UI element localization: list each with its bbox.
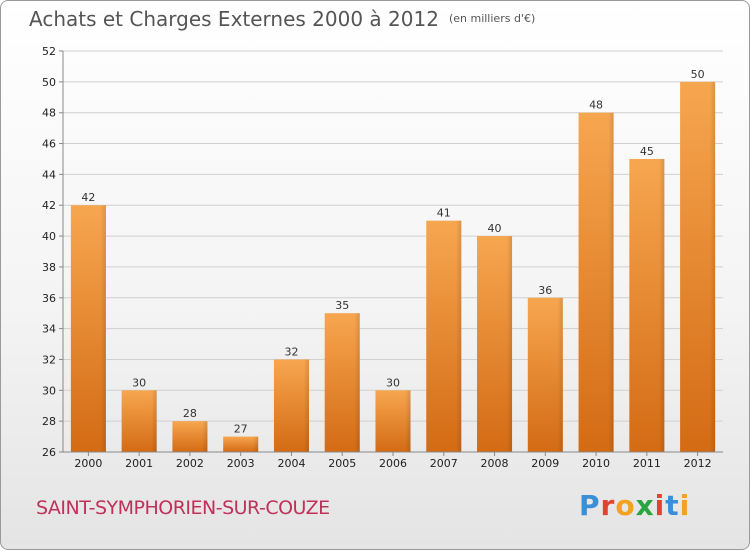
bar-shade — [70, 205, 106, 452]
bar-shade — [578, 112, 614, 452]
y-tick-label: 38 — [42, 261, 56, 274]
data-label: 41 — [437, 207, 451, 220]
data-label: 48 — [589, 99, 603, 112]
logo-letter: x — [635, 489, 655, 522]
y-tick-label: 46 — [42, 138, 56, 151]
data-label: 28 — [183, 407, 197, 420]
y-tick-label: 30 — [42, 384, 56, 397]
logo-letter: P — [579, 489, 601, 522]
logo-letter: i — [654, 489, 666, 522]
y-tick-label: 28 — [42, 415, 56, 428]
x-tick-label: 2005 — [328, 457, 356, 470]
x-tick-label: 2008 — [481, 457, 509, 470]
logo-letter: t — [665, 489, 680, 522]
data-label: 45 — [640, 145, 654, 158]
data-label: 50 — [691, 68, 705, 81]
x-tick-label: 2007 — [430, 457, 458, 470]
bar-shade — [527, 297, 563, 452]
x-tick-label: 2006 — [379, 457, 407, 470]
chart-title-text: Achats et Charges Externes 2000 à 2012 — [29, 7, 439, 31]
bar-shade — [223, 436, 259, 452]
y-tick-label: 52 — [42, 45, 56, 58]
y-tick-label: 26 — [42, 446, 56, 459]
y-tick-label: 44 — [42, 168, 56, 181]
y-tick-label: 42 — [42, 199, 56, 212]
x-tick-label: 2001 — [125, 457, 153, 470]
data-label: 40 — [488, 222, 502, 235]
logo-letter: r — [600, 489, 616, 522]
data-label: 35 — [335, 299, 349, 312]
bar-shade — [172, 421, 208, 452]
proxiti-logo[interactable]: Proxiti — [579, 489, 690, 522]
bar-shade — [680, 81, 716, 452]
data-label: 30 — [132, 376, 146, 389]
chart-title: Achats et Charges Externes 2000 à 2012 (e… — [29, 7, 535, 31]
y-tick-label: 50 — [42, 76, 56, 89]
y-tick-label: 32 — [42, 353, 56, 366]
commune-name: SAINT-SYMPHORIEN-SUR-COUZE — [36, 497, 330, 519]
data-label: 42 — [81, 191, 95, 204]
bar-shade — [273, 359, 309, 452]
data-label: 32 — [284, 345, 298, 358]
labels-layer: 42 2000 30 2001 28 2002 27 2003 32 2004 35 2005 30 20… — [74, 68, 711, 470]
data-label: 30 — [386, 376, 400, 389]
bar-shade — [477, 236, 513, 452]
bar-shade — [426, 220, 462, 452]
x-tick-label: 2010 — [582, 457, 610, 470]
x-tick-label: 2012 — [684, 457, 712, 470]
data-label: 27 — [234, 423, 248, 436]
chart-unit: (en milliers d'€) — [448, 12, 536, 25]
x-tick-label: 2003 — [227, 457, 255, 470]
data-label: 36 — [538, 284, 552, 297]
bar-shade — [629, 158, 665, 452]
y-tick-label: 48 — [42, 107, 56, 120]
y-tick-label: 36 — [42, 292, 56, 305]
bar-shade — [121, 390, 157, 452]
bar-chart: 26 28 30 32 34 36 38 40 42 44 46 48 50 52 42 2000 30 200… — [42, 45, 723, 470]
bar-shade — [324, 313, 360, 452]
x-tick-label: 2004 — [277, 457, 305, 470]
logo-letter: o — [615, 489, 636, 522]
x-tick-label: 2000 — [74, 457, 102, 470]
logo-letter: i — [679, 489, 691, 522]
y-tick-label: 34 — [42, 323, 56, 336]
bars-layer — [70, 81, 716, 452]
x-tick-label: 2009 — [531, 457, 559, 470]
y-tick-label: 40 — [42, 230, 56, 243]
x-tick-label: 2011 — [633, 457, 661, 470]
bar-shade — [375, 390, 411, 452]
x-tick-label: 2002 — [176, 457, 204, 470]
